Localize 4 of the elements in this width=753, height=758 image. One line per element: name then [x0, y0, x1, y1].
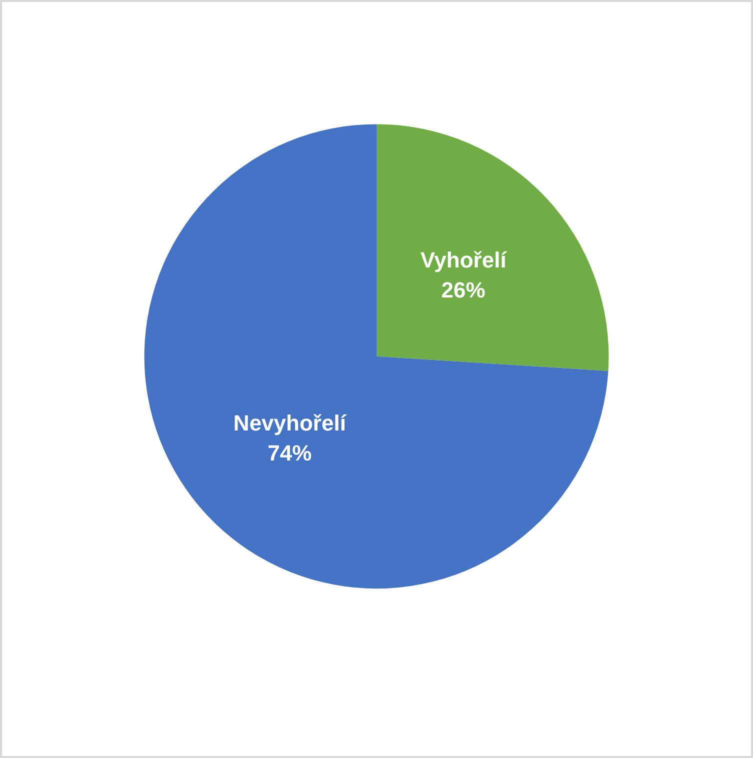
- slice-label: Nevyhořelí: [233, 410, 347, 436]
- slice-label: Vyhořelí: [420, 247, 508, 272]
- data-label: 74%: [268, 440, 312, 466]
- data-label: 26%: [441, 277, 486, 302]
